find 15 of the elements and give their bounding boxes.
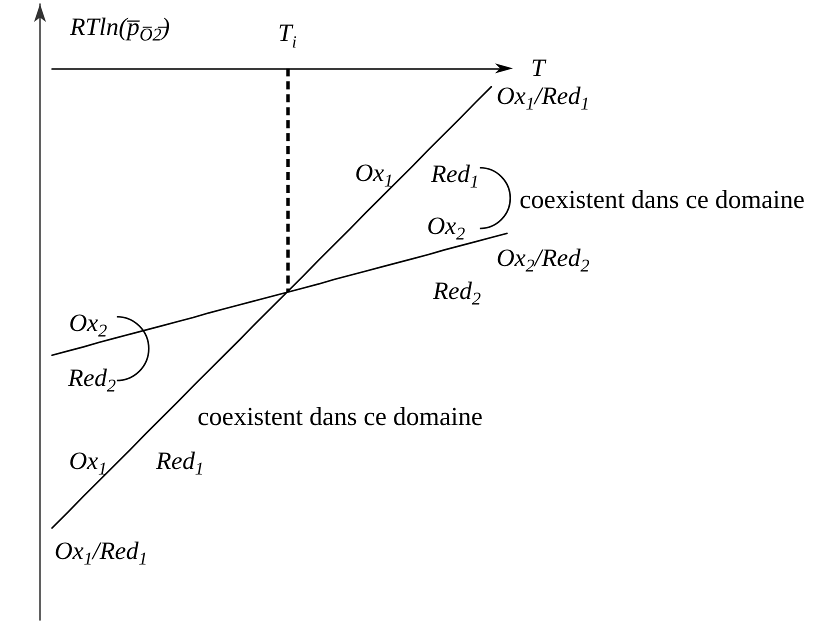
annotation: Red$_{2}$ — [433, 278, 481, 308]
annotation: coexistent dans ce domaine — [198, 402, 483, 431]
annotation: Ox$_{2}$ — [69, 310, 108, 340]
annotation: Ox$_{1}$ — [355, 160, 394, 190]
annotation: Red$_{2}$ — [68, 364, 116, 395]
annotation: Ox$_{1}$ — [69, 448, 108, 478]
annotation: Ox$_{2}$/Red$_{2}$ — [496, 244, 590, 275]
annotation: Red$_{1}$ — [431, 160, 479, 191]
annotation: Ox$_{1}$/Red$_{1}$ — [496, 82, 590, 113]
text: Ox$_{1}$/Red$_{1}$ — [54, 538, 148, 568]
annotation: Red$_{1}$ — [156, 448, 204, 478]
x-axis-title: T — [531, 54, 547, 82]
y-axis-title: RTln(p̅$_{O̅2̅}$) — [70, 14, 170, 44]
annotation: Ox$_{2}$ — [427, 212, 466, 243]
text: coexistent dans ce domaine — [520, 185, 805, 214]
